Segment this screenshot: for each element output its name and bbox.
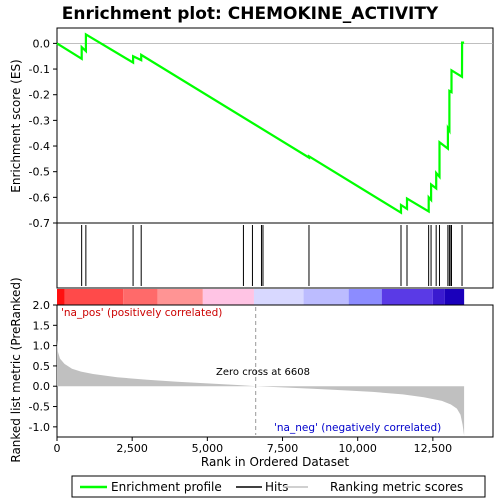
x-tick-label: 7,500 — [267, 442, 299, 455]
es-y-tick-label: -0.6 — [29, 191, 50, 204]
color-bar-segment — [303, 289, 349, 305]
negative-correlation-label: 'na_neg' (negatively correlated) — [274, 422, 441, 434]
chart-title: Enrichment plot: CHEMOKINE_ACTIVITY — [62, 4, 439, 24]
metric-panel-frame — [56, 304, 494, 438]
x-tick-label: 0 — [54, 442, 61, 455]
metric-y-tick-label: -1.0 — [29, 421, 50, 434]
color-bar-segment — [57, 289, 65, 305]
metric-y-tick-label: 1.5 — [33, 319, 51, 332]
legend-label-enrichment-profile: Enrichment profile — [111, 480, 222, 494]
metric-y-tick-label: 1.0 — [33, 340, 51, 353]
es-y-tick-label: -0.1 — [29, 63, 50, 76]
x-axis: 0 2,500 5,000 7,500 10,000 12,500 — [54, 437, 453, 455]
color-bar-segment — [348, 289, 382, 305]
metric-y-tick-label: -0.5 — [29, 401, 50, 414]
es-y-tick-label: 0.0 — [33, 37, 51, 50]
color-bar-segment — [157, 289, 203, 305]
es-y-tick-label: -0.7 — [29, 217, 50, 230]
es-y-tick-label: -0.2 — [29, 89, 50, 102]
color-bar-segment — [123, 289, 158, 305]
metric-y-axis: 2.0 1.5 1.0 0.5 0.0 -0.5 -1.0 — [29, 299, 57, 434]
zero-cross-label: Zero cross at 6608 — [216, 367, 310, 378]
legend-label-ranking-metric: Ranking metric scores — [330, 480, 463, 494]
positive-correlation-label: 'na_pos' (positively correlated) — [61, 307, 222, 319]
x-tick-label: 5,000 — [192, 442, 224, 455]
color-bar-segment — [202, 289, 254, 305]
metric-y-axis-label: Ranked list metric (PreRanked) — [9, 277, 23, 462]
hits-panel-frame — [56, 222, 494, 289]
color-bar-segment — [432, 289, 445, 305]
metric-y-tick-label: 2.0 — [33, 299, 51, 312]
legend-box — [71, 475, 486, 498]
x-tick-label: 2,500 — [116, 442, 148, 455]
es-y-tick-label: -0.5 — [29, 166, 50, 179]
ranking-metric-area — [57, 339, 465, 436]
color-bar-segment — [64, 289, 124, 305]
es-y-tick-label: -0.4 — [29, 140, 50, 153]
color-bar-segment — [381, 289, 433, 305]
color-bar-segment — [253, 289, 304, 305]
enrichment-profile-line — [56, 32, 465, 215]
x-axis-label: Rank in Ordered Dataset — [201, 455, 349, 469]
metric-y-tick-label: 0.0 — [33, 380, 51, 393]
es-y-axis-label: Enrichment score (ES) — [9, 59, 23, 192]
x-tick-label: 10,000 — [338, 442, 377, 455]
ranking-color-bar — [57, 289, 465, 305]
metric-y-tick-label: 0.5 — [33, 360, 51, 373]
legend-label-hits: Hits — [265, 480, 288, 494]
hits-markers — [81, 225, 463, 286]
x-tick-label: 12,500 — [414, 442, 453, 455]
es-y-axis: 0.0 -0.1 -0.2 -0.3 -0.4 -0.5 -0.6 -0.7 — [29, 37, 493, 230]
color-bar-segment — [444, 289, 465, 305]
es-y-tick-label: -0.3 — [29, 114, 50, 127]
